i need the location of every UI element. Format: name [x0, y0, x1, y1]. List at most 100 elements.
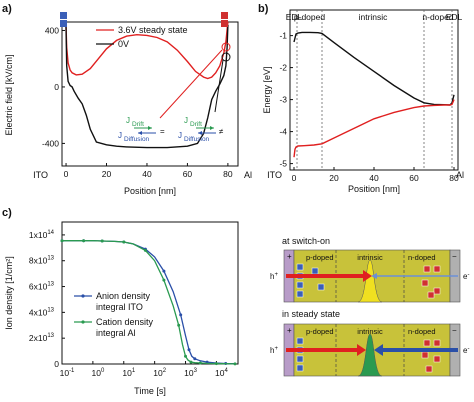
- steady-state-marker-circle: [221, 42, 231, 52]
- diagram-bottom-title: in steady state: [282, 309, 340, 319]
- panel-c-ytick-label: 4x1013: [29, 307, 55, 317]
- cation-square: [421, 351, 429, 359]
- anion-square: [311, 267, 319, 275]
- panel-b-ylabel: Energy [eV]: [262, 66, 272, 113]
- cation-square: [433, 265, 441, 273]
- data-point: [162, 269, 166, 273]
- panel-a-right-label: Al: [244, 170, 252, 180]
- panel-b-region-label: intrinsic: [359, 12, 389, 22]
- panel-b-xtick-label: 80: [449, 173, 459, 183]
- panel-a-xlabel: Position [nm]: [124, 186, 176, 196]
- panel-a-ylabel: Electric field [kV/cm]: [4, 54, 14, 135]
- hole-arrowhead: [363, 270, 372, 282]
- panel-b-region-label: n-doped: [422, 12, 453, 22]
- panel-c-xtick-label: 101: [122, 368, 135, 378]
- series-line-cation: [62, 240, 236, 365]
- anion-square: [296, 290, 304, 298]
- energy-line-lower: [293, 99, 455, 158]
- diffusion-arrowhead-2: [198, 131, 202, 135]
- legend-label-0v: 0V: [118, 39, 129, 49]
- cation-square: [433, 355, 441, 363]
- ito-anion-square-2: [60, 20, 67, 27]
- hole-arrowhead: [357, 344, 366, 356]
- anion-square: [317, 283, 325, 291]
- electron-arrowhead: [374, 344, 383, 356]
- cation-square: [423, 339, 431, 347]
- jdrift-2-sub: Drift: [190, 121, 202, 128]
- jdiff-1-j: J: [118, 131, 122, 140]
- legend-label-anion-1: Anion density: [96, 291, 151, 301]
- anode-plus-sign: +: [287, 252, 292, 261]
- legend-marker-anion: [81, 294, 85, 298]
- cation-square: [421, 279, 429, 287]
- not-equals-sign: ≠: [219, 127, 224, 136]
- panel-a-xtick-label: 20: [102, 169, 112, 179]
- data-point: [233, 362, 237, 366]
- n-doped-label: n-doped: [408, 327, 436, 336]
- equals-sign: =: [160, 127, 165, 136]
- intrinsic-label: intrinsic: [357, 327, 383, 336]
- data-point: [122, 240, 126, 244]
- panel-a-xtick-label: 60: [183, 169, 193, 179]
- data-point: [162, 278, 166, 282]
- panel-b-ytick-label: -1: [279, 31, 287, 41]
- data-point: [60, 239, 64, 243]
- energy-line-upper: [293, 31, 455, 106]
- panel-b-xtick-label: 20: [329, 173, 339, 183]
- panel-c-ytick-label: 2x1013: [29, 333, 55, 343]
- electron-arrowhead: [371, 273, 377, 279]
- cathode-minus-sign: −: [452, 326, 457, 335]
- data-point: [177, 323, 181, 327]
- panel-c-ytick-label: 0: [54, 359, 59, 369]
- legend-label-anion-2: integral ITO: [96, 302, 143, 312]
- data-point: [189, 360, 193, 364]
- cation-square: [425, 365, 433, 373]
- panel-c-ytick-label: 8x1013: [29, 256, 55, 266]
- panel-c-frame: [61, 221, 239, 365]
- panel-c-xtick-label: 103: [184, 368, 197, 378]
- panel-a-xtick-label: 80: [223, 169, 233, 179]
- data-point: [187, 348, 191, 352]
- panel-b-region-label: p-doped: [294, 12, 325, 22]
- ito-anion-square-1: [60, 12, 67, 19]
- intrinsic-label: intrinsic: [357, 253, 383, 262]
- anion-square: [296, 263, 304, 271]
- panel-b-chart: Energy [eV] Position [nm] ITO Al EDLp-do…: [262, 9, 464, 194]
- panel-a-ytick-label: -400: [42, 138, 59, 148]
- panel-b-label: b): [258, 3, 269, 15]
- panel-c-label: c): [2, 207, 12, 219]
- panel-c-xtick-label: 100: [91, 368, 104, 378]
- device-diagrams: at switch-on in steady state + − p-doped in…: [270, 236, 469, 377]
- al-cation-square-1: [221, 12, 228, 19]
- anion-square: [296, 364, 304, 372]
- data-point: [184, 354, 187, 358]
- series-line-0v: [65, 24, 229, 149]
- panel-c-chart: Ion density [1/cm²] Time [s] 10-1 100 101 1…: [4, 221, 239, 396]
- cation-square: [427, 291, 435, 299]
- al-cation-square-2: [221, 20, 228, 27]
- hole-label: h+: [270, 272, 278, 281]
- panel-b-xtick-label: 0: [292, 173, 297, 183]
- legend-label-steady: 3.6V steady state: [118, 25, 188, 35]
- drift-arrowhead-2: [210, 126, 214, 130]
- diagram-steady-state: + − p-doped intrinsic n-doped h+ e-: [270, 323, 469, 377]
- recombination-zone: [357, 333, 383, 377]
- series-line-steady-state: [65, 21, 229, 80]
- panel-b-region-label: EDL: [446, 12, 463, 22]
- legend-label-cation-2: integral Al: [96, 328, 136, 338]
- data-point: [193, 357, 197, 361]
- data-point: [100, 239, 104, 243]
- panel-b-ytick-label: -2: [279, 63, 287, 73]
- panel-a-chart: Electric field [kV/cm] Position [nm] ITO…: [4, 12, 252, 196]
- cation-square: [433, 339, 441, 347]
- cation-square: [433, 287, 441, 295]
- panel-b-ytick-label: -3: [279, 95, 287, 105]
- panel-b-xtick-label: 60: [409, 173, 419, 183]
- electron-label: e-: [463, 346, 469, 355]
- legend-label-cation-1: Cation density: [96, 317, 154, 327]
- data-point: [82, 239, 86, 243]
- data-point: [143, 248, 147, 252]
- jdrift-1-sub: Drift: [132, 121, 144, 128]
- panel-b-right-label: Al: [456, 170, 464, 180]
